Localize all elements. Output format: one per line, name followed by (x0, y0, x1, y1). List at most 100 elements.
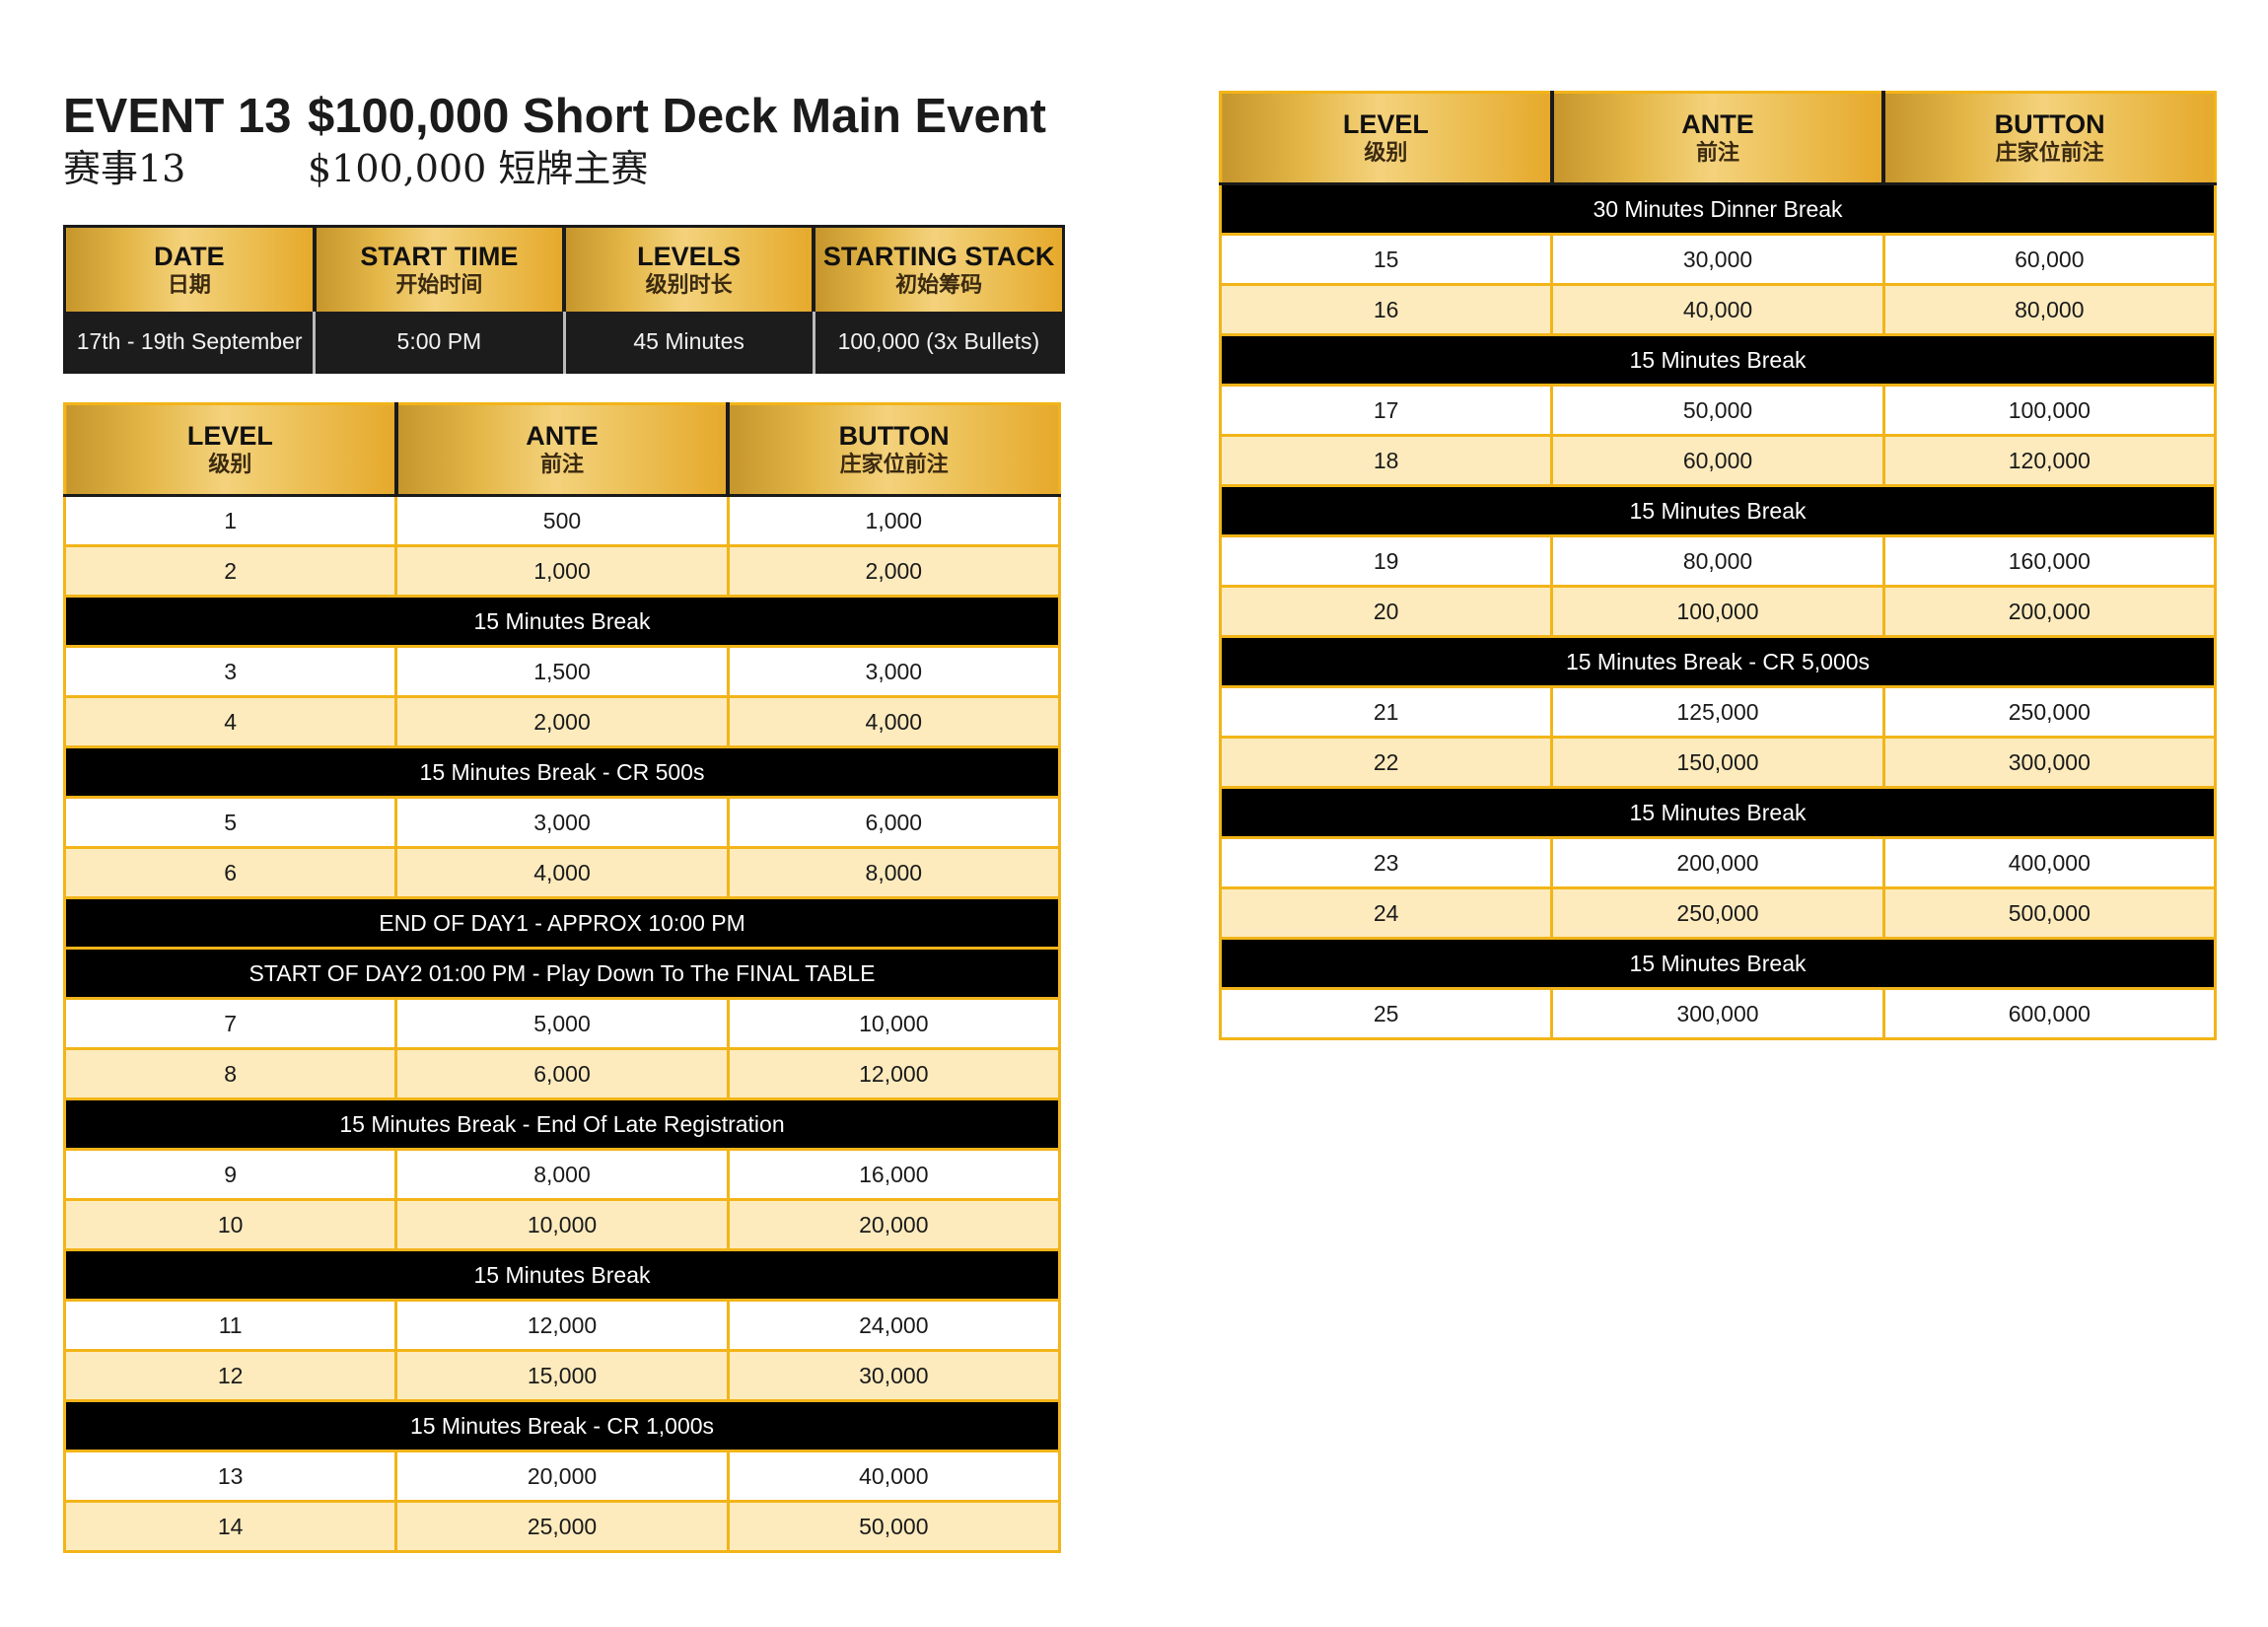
level-cell: 19 (1220, 535, 1554, 588)
level-cell: 10 (64, 1199, 398, 1251)
date-header: DATE 日期 (64, 226, 317, 312)
break-label: 15 Minutes Break - CR 5,000s (1220, 636, 2216, 688)
structure-header-row: LEVEL 级别 ANTE 前注 BUTTON 庄家位前注 (64, 403, 1060, 497)
button-cell: 80,000 (1883, 284, 2216, 336)
ante-cell: 60,000 (1551, 435, 1885, 487)
button-cell: 500,000 (1883, 887, 2216, 940)
break-row: 15 Minutes Break (64, 596, 1060, 648)
break-row: 15 Minutes Break (1220, 334, 2216, 387)
blind-structure-table-right: LEVEL 级别 ANTE 前注 BUTTON 庄家位前注 30 Minutes… (1219, 91, 2217, 1040)
event-name: $100,000 Short Deck Main Event (308, 90, 1046, 143)
level-row: 2 1,000 2,000 (64, 545, 1060, 598)
break-label: START OF DAY2 01:00 PM - Play Down To Th… (64, 948, 1060, 1000)
level-row: 17 50,000 100,000 (1220, 385, 2216, 437)
button-cell: 24,000 (728, 1300, 1060, 1352)
level-row: 15 30,000 60,000 (1220, 234, 2216, 286)
button-cell: 10,000 (728, 998, 1060, 1050)
info-value-row: 17th - 19th September 5:00 PM 45 Minutes… (64, 312, 1064, 373)
level-cell: 13 (64, 1450, 398, 1503)
ante-cell: 8,000 (395, 1149, 730, 1201)
level-header-label: LEVEL (1342, 109, 1429, 139)
level-row: 19 80,000 160,000 (1220, 535, 2216, 588)
level-cell: 8 (64, 1048, 398, 1100)
level-row: 4 2,000 4,000 (64, 696, 1060, 748)
ante-cell: 10,000 (395, 1199, 730, 1251)
level-row: 10 10,000 20,000 (64, 1199, 1060, 1251)
level-cell: 17 (1220, 385, 1554, 437)
break-row: START OF DAY2 01:00 PM - Play Down To Th… (64, 948, 1060, 1000)
ante-header-label: ANTE (526, 421, 599, 451)
ante-header-label-cn: 前注 (539, 452, 584, 477)
starting-stack-header-label-cn: 初始筹码 (895, 271, 983, 298)
button-cell: 60,000 (1883, 234, 2216, 286)
break-row: 15 Minutes Break - End Of Late Registrat… (64, 1098, 1060, 1151)
button-header: BUTTON 庄家位前注 (728, 403, 1060, 497)
button-cell: 30,000 (728, 1350, 1060, 1402)
ante-cell: 20,000 (395, 1450, 730, 1503)
levels-value: 45 Minutes (564, 312, 815, 373)
level-row: 1 500 1,000 (64, 495, 1060, 547)
ante-cell: 5,000 (395, 998, 730, 1050)
ante-cell: 12,000 (395, 1300, 730, 1352)
starting-stack-header-label: STARTING STACK (822, 241, 1055, 271)
ante-cell: 125,000 (1551, 686, 1885, 739)
start-time-value: 5:00 PM (314, 312, 566, 373)
event-number-chinese: 赛事13 (63, 147, 186, 190)
button-header-label-cn: 庄家位前注 (839, 452, 949, 477)
level-cell: 2 (64, 545, 398, 598)
button-cell: 1,000 (728, 495, 1060, 547)
level-row: 9 8,000 16,000 (64, 1149, 1060, 1201)
break-row: END OF DAY1 - APPROX 10:00 PM (64, 897, 1060, 950)
level-cell: 25 (1220, 988, 1554, 1040)
button-cell: 20,000 (728, 1199, 1060, 1251)
break-label: 15 Minutes Break (1220, 787, 2216, 839)
date-header-label-cn: 日期 (167, 271, 211, 298)
start-time-header-label-cn: 开始时间 (395, 271, 483, 298)
button-cell: 400,000 (1883, 837, 2216, 889)
level-cell: 5 (64, 797, 398, 849)
level-cell: 1 (64, 495, 398, 547)
level-row: 25 300,000 600,000 (1220, 988, 2216, 1040)
event-name-chinese: $100,000 短牌主赛 (308, 147, 649, 190)
level-cell: 14 (64, 1501, 398, 1553)
ante-cell: 300,000 (1551, 988, 1885, 1040)
level-row: 3 1,500 3,000 (64, 646, 1060, 698)
ante-cell: 250,000 (1551, 887, 1885, 940)
ante-cell: 150,000 (1551, 737, 1885, 789)
level-cell: 7 (64, 998, 398, 1050)
button-cell: 200,000 (1883, 586, 2216, 638)
break-label: END OF DAY1 - APPROX 10:00 PM (64, 897, 1060, 950)
button-header-label-cn: 庄家位前注 (1995, 140, 2104, 166)
ante-cell: 1,000 (395, 545, 730, 598)
level-cell: 12 (64, 1350, 398, 1402)
ante-cell: 3,000 (395, 797, 730, 849)
level-row: 22 150,000 300,000 (1220, 737, 2216, 789)
level-row: 14 25,000 50,000 (64, 1501, 1060, 1553)
levels-header-label-cn: 级别时长 (645, 271, 733, 298)
level-row: 16 40,000 80,000 (1220, 284, 2216, 336)
button-cell: 600,000 (1883, 988, 2216, 1040)
break-label: 15 Minutes Break (64, 1249, 1060, 1302)
break-row: 30 Minutes Dinner Break (1220, 183, 2216, 236)
starting-stack-value: 100,000 (3x Bullets) (814, 312, 1064, 373)
ante-header-label-cn: 前注 (1695, 140, 1739, 166)
level-row: 21 125,000 250,000 (1220, 686, 2216, 739)
level-cell: 15 (1220, 234, 1554, 286)
start-time-header: START TIME 开始时间 (314, 226, 567, 312)
break-row: 15 Minutes Break (64, 1249, 1060, 1302)
ante-cell: 25,000 (395, 1501, 730, 1553)
level-cell: 20 (1220, 586, 1554, 638)
button-cell: 50,000 (728, 1501, 1060, 1553)
date-header-label: DATE (154, 241, 225, 271)
break-label: 30 Minutes Dinner Break (1220, 183, 2216, 236)
button-cell: 12,000 (728, 1048, 1060, 1100)
break-label: 15 Minutes Break (64, 596, 1060, 648)
level-row: 13 20,000 40,000 (64, 1450, 1060, 1503)
button-cell: 3,000 (728, 646, 1060, 698)
ante-cell: 6,000 (395, 1048, 730, 1100)
button-cell: 250,000 (1883, 686, 2216, 739)
break-row: 15 Minutes Break (1220, 787, 2216, 839)
level-cell: 18 (1220, 435, 1554, 487)
button-cell: 6,000 (728, 797, 1060, 849)
level-header-label-cn: 级别 (1364, 140, 1408, 166)
